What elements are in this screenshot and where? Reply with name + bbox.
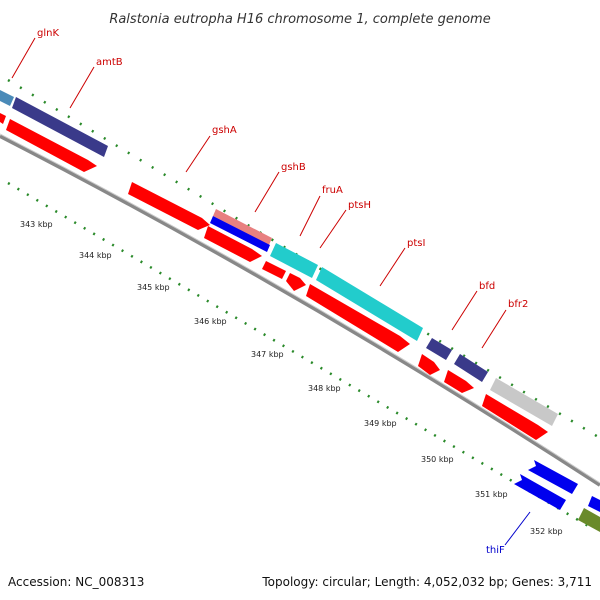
cds-feature (0, 90, 14, 106)
cds-feature (204, 226, 262, 262)
gene-label-connector (504, 511, 531, 546)
cds-feature (6, 119, 97, 172)
cds-feature (514, 474, 566, 510)
map-title: Ralstonia eutropha H16 chromosome 1, com… (109, 12, 490, 27)
cds-feature (490, 378, 558, 426)
cds-feature (588, 496, 600, 512)
kbp-scale: 343 kbp 344 kbp 345 kbp 346 kbp 347 kbp … (20, 220, 563, 536)
gene-label: bfr2 (508, 299, 528, 310)
genome-summary: Topology: circular; Length: 4,052,032 bp… (261, 575, 592, 589)
gene-label-connector (299, 195, 321, 237)
cds-feature (128, 182, 210, 230)
gene-label-connector (254, 171, 280, 213)
gene-label: glnK (37, 28, 59, 39)
gene-label: bfd (479, 281, 495, 292)
kbp-tick-label: 347 kbp (251, 350, 284, 359)
kbp-tick-label: 343 kbp (20, 220, 53, 229)
cds-feature (444, 370, 474, 393)
label-connectors (11, 37, 531, 546)
cds-feature (306, 284, 410, 352)
gene-label: gshA (212, 125, 237, 136)
gene-label-connector (185, 135, 211, 173)
chromosome-backbone-highlight (0, 133, 600, 484)
kbp-tick-label: 352 kbp (530, 527, 563, 536)
gene-label-connector (69, 66, 95, 109)
cds-feature (578, 508, 600, 532)
chromosome-backbone (0, 134, 600, 487)
gene-label: fruA (322, 185, 343, 196)
kbp-tick-label: 351 kbp (475, 490, 508, 499)
gene-label-connector (11, 37, 36, 79)
cds-feature (213, 209, 272, 245)
gene-label: amtB (96, 57, 123, 68)
kbp-tick-label: 346 kbp (194, 317, 227, 326)
cds-feature (316, 267, 423, 341)
gene-label-connector (319, 209, 347, 249)
cds-feature (270, 243, 318, 278)
gene-label: thiF (486, 545, 505, 556)
cds-feature (286, 273, 306, 291)
feature-track (0, 90, 600, 532)
cds-feature (0, 113, 6, 124)
gene-label-connector (379, 247, 406, 287)
cds-feature (210, 216, 270, 252)
kbp-tick-label: 344 kbp (79, 251, 112, 260)
cds-feature (482, 394, 548, 440)
kbp-tick-label: 349 kbp (364, 419, 397, 428)
cds-feature (426, 338, 452, 360)
kbp-tick-label: 350 kbp (421, 455, 454, 464)
gene-label-connector (451, 290, 478, 331)
cds-feature (418, 354, 440, 375)
gene-label: ptsH (348, 200, 371, 211)
cds-feature (12, 97, 108, 157)
cds-feature (454, 354, 488, 382)
inner-tick-ruler (7, 181, 596, 532)
cds-feature (262, 261, 286, 279)
gene-label-connector (481, 309, 507, 349)
accession-label: Accession: NC_008313 (8, 575, 144, 589)
gene-label: ptsI (407, 238, 425, 249)
kbp-tick-label: 348 kbp (308, 384, 341, 393)
kbp-tick-label: 345 kbp (137, 283, 170, 292)
cds-feature (528, 460, 578, 494)
gene-label: gshB (281, 162, 306, 173)
gene-labels: glnK amtB gshA gshB fruA ptsH ptsI bfd b… (37, 28, 528, 556)
